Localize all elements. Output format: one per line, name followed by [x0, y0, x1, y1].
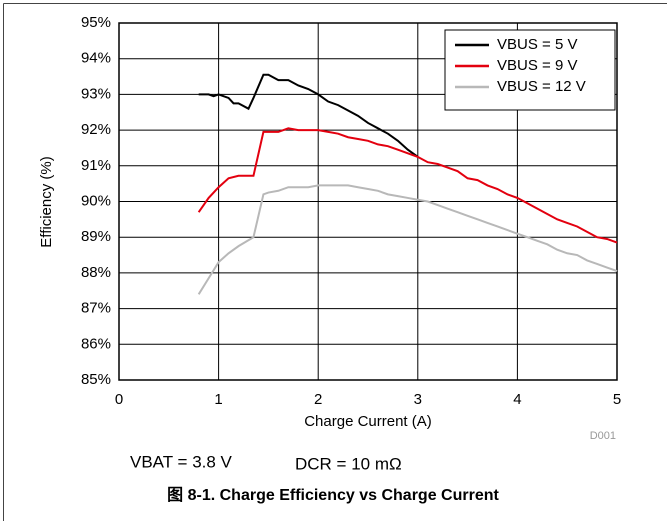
y-tick-label: 89% [81, 228, 111, 245]
y-tick-label: 93% [81, 85, 111, 102]
x-tick-label: 5 [613, 391, 621, 408]
x-axis-label: Charge Current (A) [304, 413, 432, 430]
x-tick-label: 1 [214, 391, 222, 408]
line-series [198, 73, 419, 158]
line-series [197, 127, 618, 244]
y-tick-label: 90% [81, 192, 111, 209]
x-tick-label: 2 [314, 391, 322, 408]
y-tick-label: 88% [81, 264, 111, 281]
legend-label: VBUS = 5 V [497, 36, 577, 53]
legend-label: VBUS = 12 V [497, 78, 586, 95]
y-tick-label: 86% [81, 335, 111, 352]
chart-title: 图 8-1. Charge Efficiency vs Charge Curre… [167, 486, 499, 504]
y-tick-label: 92% [81, 121, 111, 138]
legend-box [444, 29, 616, 111]
y-tick-label: 87% [81, 300, 111, 317]
condition-vbat: VBAT = 3.8 V [130, 452, 233, 471]
x-tick-label: 4 [513, 391, 521, 408]
y-tick-label: 85% [81, 371, 111, 388]
legend-label: VBUS = 9 V [497, 57, 577, 74]
line-series [197, 184, 618, 295]
y-axis-label: Efficiency (%) [38, 156, 55, 247]
y-tick-label: 91% [81, 157, 111, 174]
x-tick-label: 3 [414, 391, 422, 408]
plot-border [118, 22, 618, 381]
x-tick-label: 0 [115, 391, 123, 408]
condition-dcr: DCR = 10 mΩ [295, 454, 402, 473]
figure-id: D001 [590, 430, 616, 442]
y-tick-label: 95% [81, 14, 111, 31]
y-tick-label: 94% [81, 50, 111, 67]
